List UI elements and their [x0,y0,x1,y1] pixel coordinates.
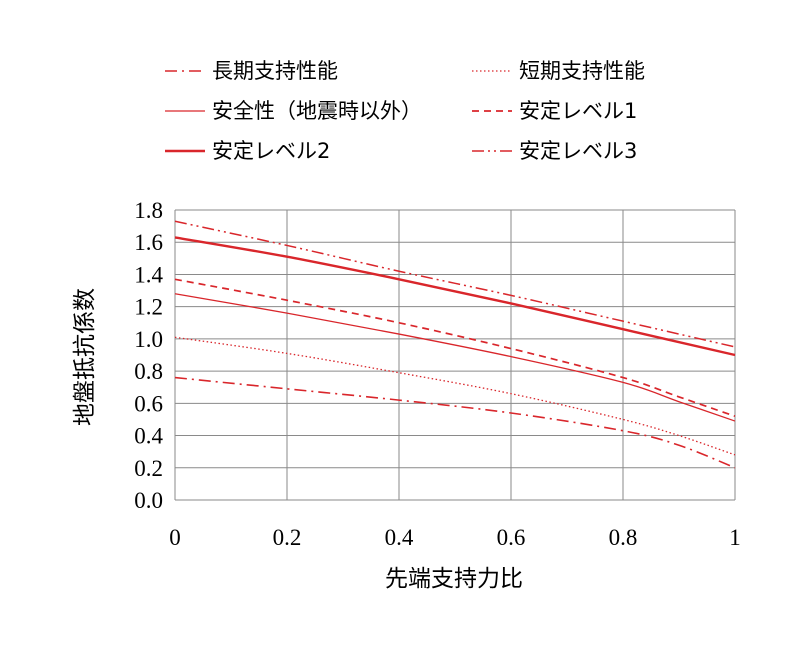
series-line-3 [175,294,735,421]
legend-label-1: 長期支持性能 [212,59,338,83]
x-axis-label: 先端支持力比 [385,566,523,592]
y-tick-label: 0.0 [134,488,163,513]
x-tick-label: 1 [729,525,741,550]
grid [175,210,735,500]
y-tick-label: 1.2 [134,295,163,320]
legend-label-3: 安全性（地震時以外） [212,99,422,123]
x-tick-label: 0 [169,525,181,550]
x-tick-label: 0.8 [609,525,638,550]
series-layer [175,221,735,468]
y-tick-label: 0.2 [134,456,163,481]
x-axis-ticks: 0 0.2 0.4 0.6 0.8 1 [169,525,741,550]
series-line-2 [175,337,735,455]
y-axis-ticks: 0.0 0.2 0.4 0.6 0.8 1.0 1.2 1.4 1.6 1.8 [134,198,163,513]
series-line-6 [175,221,735,347]
series-line-4 [175,279,735,416]
y-tick-label: 0.4 [134,424,163,449]
y-tick-label: 1.0 [134,327,163,352]
series-line-5 [175,237,735,355]
legend-label-5: 安定レベル2 [212,139,330,163]
y-tick-label: 0.6 [134,391,163,416]
y-tick-label: 1.4 [134,262,163,287]
legend-label-6: 安定レベル3 [519,139,637,163]
y-tick-label: 1.6 [134,230,163,255]
x-tick-label: 0.2 [273,525,302,550]
legend-label-2: 短期支持性能 [519,59,645,83]
y-tick-label: 1.8 [134,198,163,223]
x-tick-label: 0.4 [385,525,414,550]
legend-label-4: 安定レベル1 [519,99,637,123]
y-tick-label: 0.8 [134,359,163,384]
y-axis-label: 地盤抵抗係数 [72,288,98,426]
x-tick-label: 0.6 [497,525,526,550]
